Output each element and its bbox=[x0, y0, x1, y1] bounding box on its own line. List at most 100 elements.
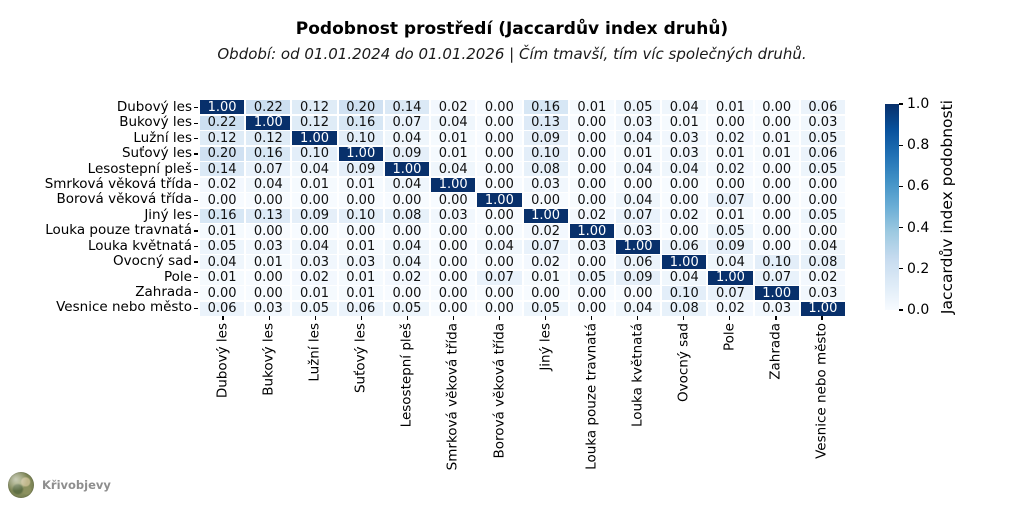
heatmap-cell: 0.00 bbox=[384, 193, 430, 208]
heatmap-cell: 0.00 bbox=[477, 131, 522, 146]
heatmap-cell: 0.02 bbox=[708, 131, 753, 146]
heatmap-cell: 0.08 bbox=[384, 208, 430, 223]
x-tick-label-cell: Louka pouze travnatá bbox=[569, 323, 615, 507]
heatmap-cell: 0.03 bbox=[754, 301, 799, 316]
heatmap-cell: 0.06 bbox=[800, 146, 845, 161]
heatmap-cell: 0.16 bbox=[200, 208, 245, 223]
heatmap-cell: 0.02 bbox=[662, 208, 707, 223]
heatmap-cell: 0.02 bbox=[569, 208, 614, 223]
y-tick-label: Ovocný sad bbox=[112, 253, 192, 270]
heatmap-cell: 0.01 bbox=[523, 270, 568, 285]
x-tick-label: Vesnice nebo město bbox=[813, 323, 830, 459]
heatmap-cell: 0.04 bbox=[200, 255, 245, 270]
y-axis-ticks bbox=[194, 100, 199, 316]
x-tick-label: Suťový les bbox=[352, 323, 369, 394]
y-tick-label: Jiný les bbox=[144, 206, 192, 223]
heatmap-cell: 0.03 bbox=[431, 208, 476, 223]
heatmap-cell: 0.16 bbox=[246, 146, 291, 161]
heatmap-cell: 0.00 bbox=[569, 286, 614, 301]
heatmap-cell: 0.00 bbox=[754, 239, 799, 254]
heatmap-cell: 0.04 bbox=[384, 239, 430, 254]
heatmap-cell: 1.00 bbox=[708, 270, 753, 285]
heatmap-cell: 0.04 bbox=[384, 177, 430, 192]
heatmap-cell: 0.00 bbox=[754, 193, 799, 208]
colorbar-tick-mark bbox=[899, 268, 903, 270]
y-tick-mark bbox=[194, 239, 199, 254]
y-tick-label: Borová věková třída bbox=[56, 191, 192, 208]
y-tick-mark bbox=[194, 131, 199, 146]
colorbar-tick-label: 0.0 bbox=[907, 302, 930, 318]
heatmap-cell: 0.05 bbox=[708, 224, 753, 239]
heatmap-cell: 0.01 bbox=[292, 177, 337, 192]
heatmap-cell: 0.00 bbox=[477, 224, 522, 239]
y-tick-mark bbox=[194, 115, 199, 130]
heatmap-cell: 0.04 bbox=[615, 193, 661, 208]
heatmap-cell: 0.10 bbox=[523, 146, 568, 161]
heatmap-cell: 0.00 bbox=[800, 193, 845, 208]
colorbar-tick-mark bbox=[899, 103, 903, 105]
heatmap-cell: 0.00 bbox=[338, 224, 383, 239]
colorbar-tick-mark bbox=[899, 309, 903, 311]
heatmap-cell: 0.00 bbox=[662, 224, 707, 239]
heatmap-cell: 0.07 bbox=[384, 115, 430, 130]
x-tick-label: Dubový les bbox=[214, 323, 231, 399]
y-tick-label: Zahrada bbox=[135, 284, 192, 301]
heatmap-cell: 0.08 bbox=[800, 255, 845, 270]
y-tick-mark bbox=[194, 254, 199, 269]
y-tick-label: Dubový les bbox=[116, 98, 192, 115]
heatmap-cell: 0.05 bbox=[569, 270, 614, 285]
heatmap-cell: 0.00 bbox=[477, 286, 522, 301]
heatmap-cell: 0.05 bbox=[615, 100, 661, 115]
heatmap-cell: 1.00 bbox=[800, 301, 845, 316]
heatmap-cell: 0.00 bbox=[431, 193, 476, 208]
x-tick-label-cell: Pole bbox=[707, 323, 753, 507]
heatmap-cell: 0.00 bbox=[477, 100, 522, 115]
y-tick-label: Smrková věková třída bbox=[44, 176, 192, 193]
heatmap-cell: 0.00 bbox=[800, 177, 845, 192]
heatmap-cell: 0.01 bbox=[431, 131, 476, 146]
heatmap-cell: 0.00 bbox=[754, 115, 799, 130]
y-tick-label: Louka pouze travnatá bbox=[45, 222, 192, 239]
y-tick-mark bbox=[194, 162, 199, 177]
x-tick-mark bbox=[292, 316, 338, 321]
heatmap-cell: 0.00 bbox=[523, 286, 568, 301]
heatmap-cell: 0.03 bbox=[662, 146, 707, 161]
heatmap-cell: 0.09 bbox=[523, 131, 568, 146]
colorbar-label: Jaccardův index podobnosti bbox=[938, 99, 956, 315]
y-tick-label: Pole bbox=[164, 268, 192, 285]
heatmap-cell: 0.12 bbox=[292, 115, 337, 130]
heatmap-cell: 0.00 bbox=[431, 239, 476, 254]
heatmap-cell: 0.20 bbox=[338, 100, 383, 115]
heatmap-cell: 0.00 bbox=[708, 115, 753, 130]
x-tick-mark bbox=[707, 316, 753, 321]
heatmap-cell: 0.00 bbox=[292, 193, 337, 208]
heatmap-cell: 0.13 bbox=[246, 208, 291, 223]
heatmap-cell: 0.00 bbox=[754, 177, 799, 192]
y-tick-label: Lužní les bbox=[133, 129, 192, 146]
heatmap-cell: 0.09 bbox=[708, 239, 753, 254]
x-tick-label: Lužní les bbox=[306, 323, 323, 382]
colorbar-ticks: 1.0 0.8 0.6 0.4 0.2 0.0 bbox=[899, 97, 939, 317]
colorbar-tick-label: 1.0 bbox=[907, 96, 930, 112]
heatmap-cell: 0.04 bbox=[800, 239, 845, 254]
x-tick-mark bbox=[338, 316, 384, 321]
colorbar-tick-mark bbox=[899, 227, 903, 229]
heatmap-cell: 0.01 bbox=[615, 146, 661, 161]
heatmap-cell: 0.10 bbox=[754, 255, 799, 270]
heatmap-cell: 0.01 bbox=[292, 286, 337, 301]
heatmap-cell: 0.04 bbox=[431, 115, 476, 130]
heatmap-cell: 0.00 bbox=[662, 193, 707, 208]
x-tick-mark bbox=[615, 316, 661, 321]
heatmap-cell: 0.00 bbox=[477, 115, 522, 130]
heatmap-cell: 0.05 bbox=[384, 301, 430, 316]
heatmap-cell: 0.09 bbox=[615, 270, 661, 285]
heatmap-cell: 1.00 bbox=[246, 115, 291, 130]
heatmap-cell: 0.06 bbox=[800, 100, 845, 115]
colorbar bbox=[885, 104, 899, 310]
heatmap-cell: 0.01 bbox=[338, 270, 383, 285]
heatmap-cell: 0.05 bbox=[800, 208, 845, 223]
heatmap-cell: 0.07 bbox=[708, 193, 753, 208]
heatmap-cell: 0.09 bbox=[338, 162, 383, 177]
heatmap-cell: 0.04 bbox=[708, 255, 753, 270]
